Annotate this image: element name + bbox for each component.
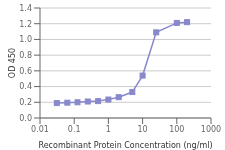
svg-text:10: 10 [138, 125, 148, 134]
svg-text:0.01: 0.01 [31, 125, 49, 134]
svg-text:100: 100 [169, 125, 184, 134]
svg-text:OD 450: OD 450 [8, 48, 17, 78]
svg-text:1.4: 1.4 [19, 4, 32, 13]
svg-text:Recombinant Protein Concentrat: Recombinant Protein Concentration (ng/ml… [38, 141, 212, 150]
svg-text:1: 1 [106, 125, 111, 134]
svg-text:0.6: 0.6 [19, 67, 32, 76]
svg-text:1000: 1000 [201, 125, 217, 134]
svg-text:0.8: 0.8 [19, 51, 32, 60]
svg-text:0.0: 0.0 [19, 114, 32, 123]
svg-text:1.0: 1.0 [19, 35, 32, 44]
svg-text:0.4: 0.4 [19, 82, 32, 91]
svg-text:0.1: 0.1 [68, 125, 81, 134]
svg-text:1.2: 1.2 [19, 20, 32, 29]
svg-text:0.2: 0.2 [19, 98, 32, 107]
